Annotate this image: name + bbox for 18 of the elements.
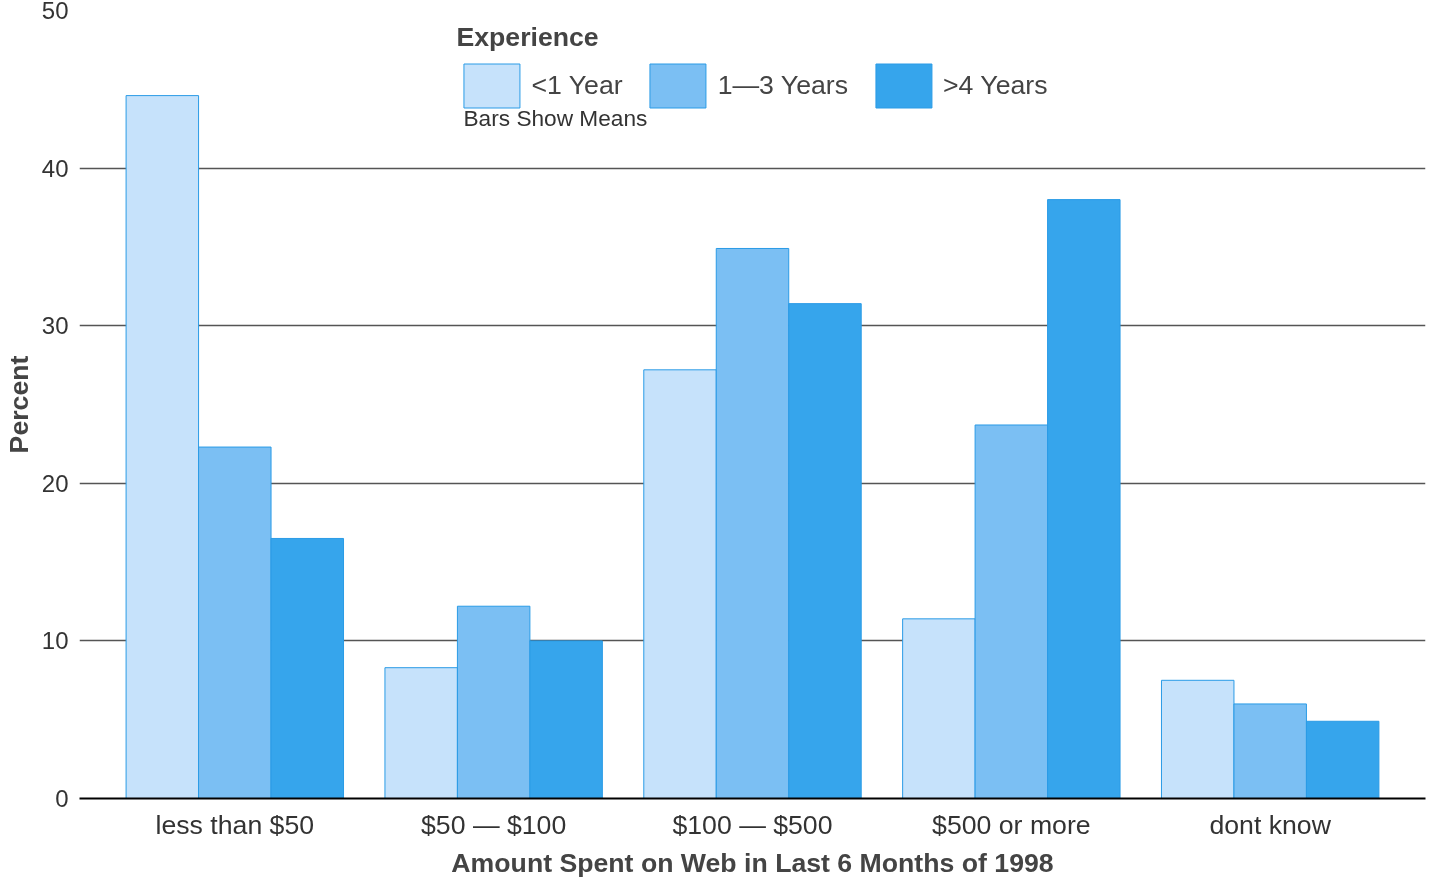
- x-axis-title: Amount Spent on Web in Last 6 Months of 1998: [451, 847, 1054, 878]
- y-axis-title: Percent: [3, 355, 34, 454]
- y-tick-label: 20: [41, 469, 69, 497]
- y-tick-label: 40: [41, 154, 69, 182]
- x-tick-label: less than $50: [155, 809, 315, 840]
- y-tick-label: 10: [41, 627, 69, 655]
- legend-title: Experience: [456, 22, 600, 53]
- legend-label: 1—3 Years: [717, 70, 849, 101]
- x-tick-label: $50 — $100: [421, 809, 567, 840]
- annotation: Bars Show Means: [463, 104, 648, 131]
- legend-label: >4 Years: [943, 70, 1048, 101]
- legend-label: <1 Year: [531, 70, 623, 101]
- x-tick-label: $100 — $500: [672, 809, 833, 840]
- y-tick-label: 0: [55, 785, 69, 812]
- y-tick-label: 50: [41, 0, 69, 24]
- x-tick-label: dont know: [1209, 809, 1332, 840]
- y-tick-label: 30: [41, 312, 69, 340]
- x-tick-label: $500 or more: [932, 809, 1091, 840]
